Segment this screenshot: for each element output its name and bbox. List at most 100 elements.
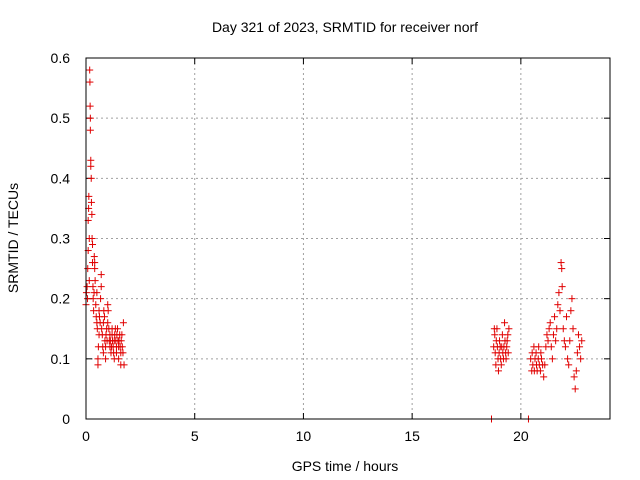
data-point [545,325,553,333]
data-point [119,319,127,327]
data-point [567,307,575,315]
x-tick-label: 10 [296,428,312,444]
data-point [494,367,502,375]
data-point [117,337,125,345]
data-point [88,235,96,242]
data-point [565,361,573,369]
data-point [87,162,95,170]
data-point [104,307,112,315]
x-tick-label: 15 [404,428,420,444]
data-point [104,319,112,327]
y-tick-label: 0.5 [51,110,71,126]
data-point [538,355,546,363]
y-tick-label: 0.6 [51,50,71,66]
data-point [86,126,94,134]
data-point [88,210,96,218]
data-point [503,343,511,351]
data-point [86,114,94,122]
y-tick-label: 0.3 [51,231,71,247]
data-point [536,367,544,375]
data-point [551,313,559,321]
x-axis-label: GPS time / hours [292,458,399,474]
data-point [503,337,511,345]
data-point [564,355,572,363]
data-point [118,343,126,351]
data-point [87,198,95,206]
data-point [535,343,543,351]
data-point [493,325,501,333]
x-tick-label: 20 [513,428,529,444]
data-point [558,283,566,291]
data-point [573,349,581,357]
data-point [552,337,560,345]
data-point [91,265,99,273]
data-point [115,355,123,363]
data-point [555,289,563,297]
data-point [504,349,512,357]
data-point [561,343,569,351]
data-point [491,331,499,339]
data-point [114,325,122,333]
data-point [86,102,94,110]
data-point [97,295,105,303]
data-point [577,355,585,363]
data-point [554,301,562,309]
data-point [87,156,95,164]
data-point [100,313,108,321]
data-point [102,355,110,363]
data-point [84,265,92,273]
data-point [92,301,100,309]
data-point [86,78,94,86]
data-point [118,331,126,339]
data-point [563,313,571,321]
data-point [497,361,505,369]
data-point [570,373,578,381]
data-point [86,66,94,74]
data-point [501,319,509,327]
data-point [578,337,586,345]
data-point [94,355,102,363]
data-point [557,259,565,267]
y-axis-label: SRMTID / TECUs [5,183,21,293]
data-point [119,349,127,357]
data-point [553,325,561,333]
y-tick-label: 0.1 [51,351,71,367]
data-point [548,355,556,363]
data-point [541,361,549,369]
data-point [568,295,576,303]
y-tick-label: 0.2 [51,291,71,307]
x-tick-label: 5 [191,428,199,444]
data-point [104,301,112,309]
plot-frame [85,57,611,420]
data-point [569,325,577,333]
data-point [89,283,97,291]
data-point [546,319,554,327]
data-point [504,331,512,339]
data-point [544,337,552,345]
data-point [576,343,584,351]
data-point [540,373,548,381]
data-point [571,385,579,393]
data-point [83,283,91,291]
x-tick-label: 0 [82,428,90,444]
grid [86,58,610,419]
data-point [574,331,582,339]
data-point [89,295,97,303]
y-tick-label: 0.4 [51,170,71,186]
data-point [94,361,102,369]
data-point [99,349,107,357]
data-point [566,337,574,345]
data-point [120,361,128,369]
data-point [502,355,510,363]
data-point [543,331,551,339]
data-point [87,174,95,182]
chart-title: Day 321 of 2023, SRMTID for receiver nor… [212,19,478,35]
axis-ticks: 0 5 10 15 20 0 0.1 0.2 0.3 0.4 0.5 0.6 [51,50,610,444]
data-point [505,325,513,333]
data-point [93,289,101,297]
data-point [91,277,99,285]
data-point [537,349,545,357]
data-point [572,367,580,375]
